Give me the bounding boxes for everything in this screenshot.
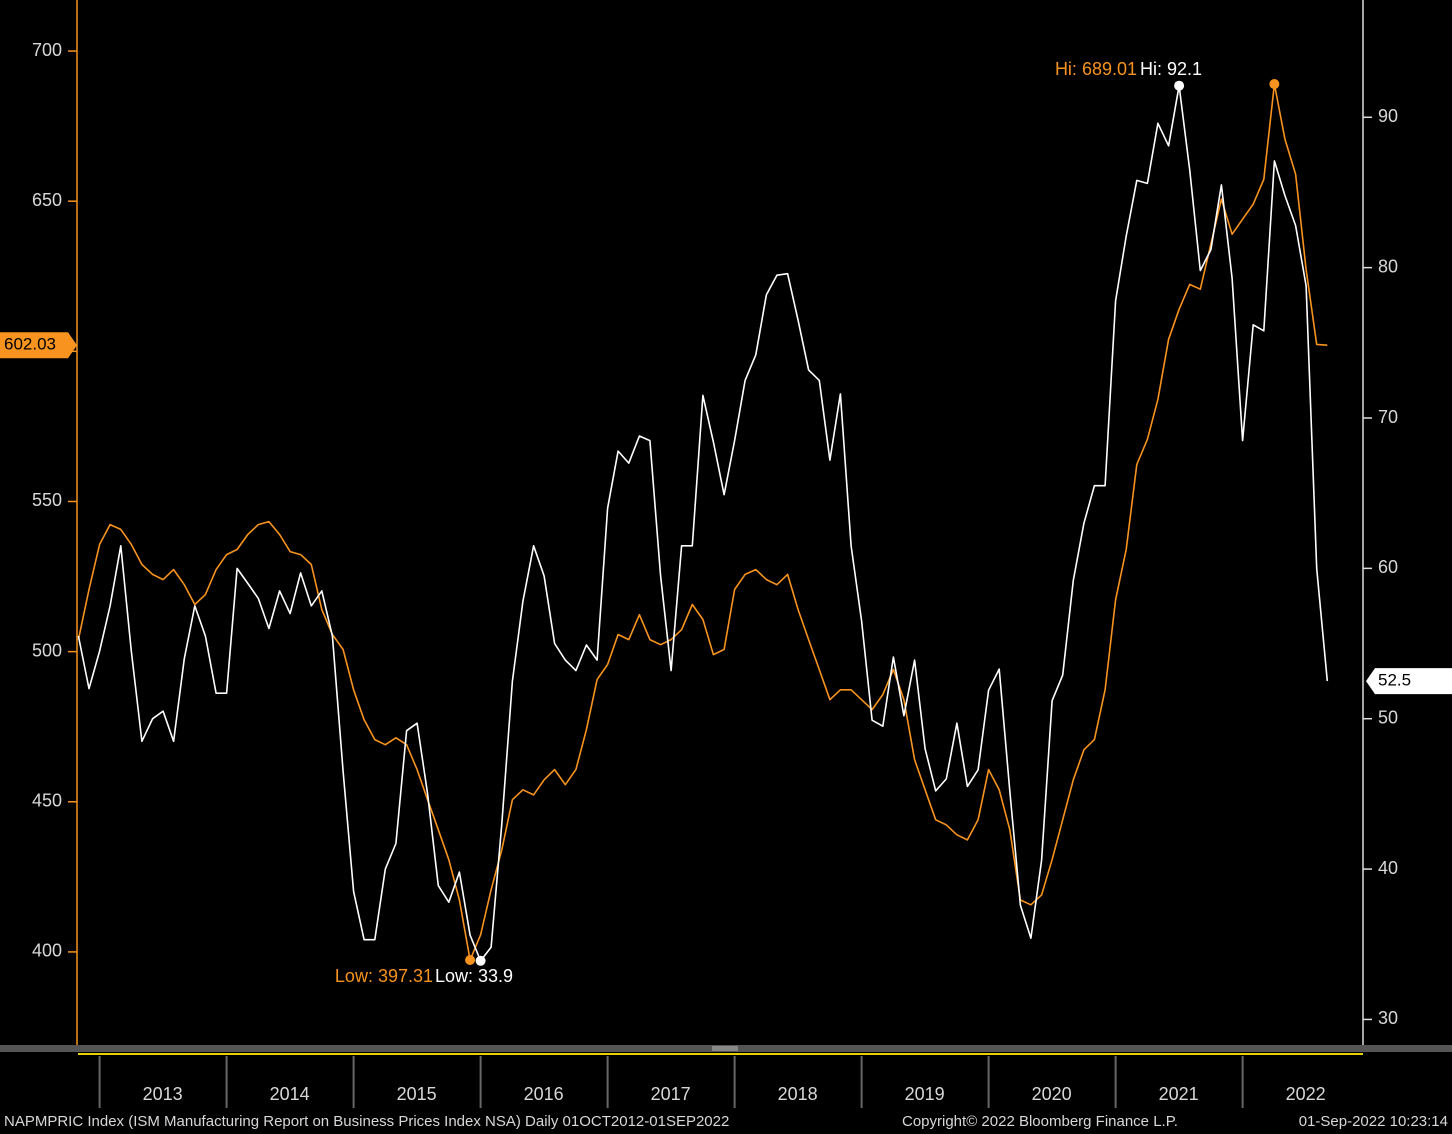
last-value-label: 52.5 bbox=[1378, 671, 1411, 690]
last-value-label: 602.03 bbox=[4, 335, 56, 354]
y2-tick-label: 80 bbox=[1378, 256, 1398, 276]
extreme-label: Low: 397.31 bbox=[335, 966, 433, 986]
y-tick-label: 700 bbox=[32, 40, 62, 60]
extreme-label: Hi: 689.01 bbox=[1055, 59, 1137, 79]
x-tick-label: 2013 bbox=[143, 1084, 183, 1104]
y2-tick-label: 40 bbox=[1378, 858, 1398, 878]
x-tick-label: 2018 bbox=[778, 1084, 818, 1104]
extreme-marker bbox=[1269, 79, 1280, 90]
y2-tick-label: 60 bbox=[1378, 557, 1398, 577]
y-tick-label: 500 bbox=[32, 640, 62, 660]
extreme-label: Low: 33.9 bbox=[435, 966, 513, 986]
extreme-marker bbox=[1174, 80, 1185, 91]
x-tick-label: 2015 bbox=[397, 1084, 437, 1104]
series-line bbox=[77, 84, 1329, 962]
x-tick-label: 2016 bbox=[524, 1084, 564, 1104]
scroll-handle bbox=[712, 1046, 738, 1051]
x-tick-label: 2019 bbox=[905, 1084, 945, 1104]
last-value-tag bbox=[0, 332, 77, 359]
y2-tick-label: 50 bbox=[1378, 707, 1398, 727]
y-tick-label: 650 bbox=[32, 190, 62, 210]
y2-tick-label: 30 bbox=[1378, 1008, 1398, 1028]
y-tick-label: 400 bbox=[32, 941, 62, 961]
y-tick-label: 550 bbox=[32, 490, 62, 510]
footer-copyright: Copyright© 2022 Bloomberg Finance L.P. bbox=[902, 1113, 1178, 1130]
extreme-label: Hi: 92.1 bbox=[1140, 59, 1202, 79]
x-tick-label: 2021 bbox=[1159, 1084, 1199, 1104]
x-tick-label: 2014 bbox=[270, 1084, 310, 1104]
last-value-tag bbox=[1366, 668, 1452, 695]
x-tick-label: 2017 bbox=[651, 1084, 691, 1104]
extreme-marker bbox=[465, 954, 476, 965]
x-tick-label: 2020 bbox=[1032, 1084, 1072, 1104]
y2-tick-label: 90 bbox=[1378, 106, 1398, 126]
x-tick-label: 2022 bbox=[1286, 1084, 1326, 1104]
footer-timestamp: 01-Sep-2022 10:23:14 bbox=[1299, 1113, 1448, 1130]
y-tick-label: 450 bbox=[32, 791, 62, 811]
y2-tick-label: 70 bbox=[1378, 407, 1398, 427]
series-line bbox=[77, 83, 1328, 961]
footer-source: NAPMPRIC Index (ISM Manufacturing Report… bbox=[4, 1113, 729, 1130]
extreme-marker bbox=[475, 955, 486, 966]
